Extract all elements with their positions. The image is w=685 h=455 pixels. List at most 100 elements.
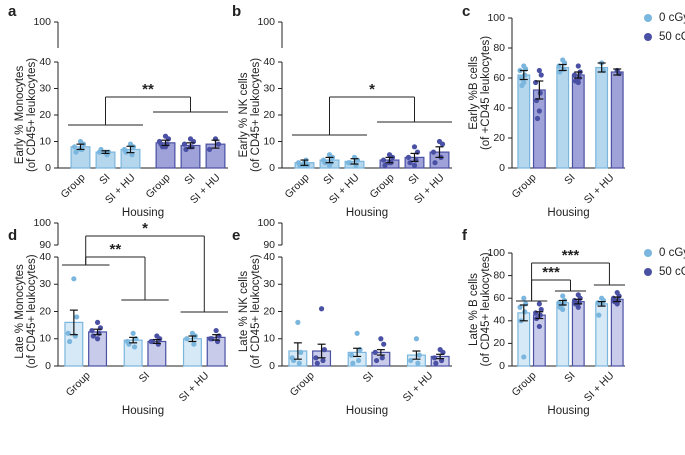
y-tick-label: 90	[263, 239, 275, 251]
bar	[517, 74, 531, 169]
data-point	[596, 312, 602, 318]
data-point	[411, 144, 418, 150]
data-point	[322, 160, 328, 166]
panel: b 0 10 20 30 40 100 Early % NK cells (of CD45+ l…	[232, 3, 452, 219]
data-point	[382, 162, 388, 168]
y-tick-label: 40	[493, 102, 505, 114]
data-point	[348, 352, 355, 358]
significance: **	[110, 241, 122, 258]
data-point	[537, 90, 543, 96]
data-point	[320, 357, 326, 364]
panel-label: f	[462, 227, 468, 244]
data-point	[560, 293, 566, 299]
x-axis-label: Housing	[547, 207, 589, 219]
x-tick-label: SI	[97, 172, 113, 188]
data-point	[430, 149, 437, 155]
y-tick-label: 0	[499, 162, 505, 174]
y-tick-label: 100	[33, 16, 51, 28]
significance: *	[142, 220, 148, 237]
y-tick-label: 100	[33, 217, 51, 229]
y-tick-label: 10	[39, 135, 51, 147]
data-point	[614, 301, 620, 307]
y-tick-label: 40	[263, 56, 275, 68]
panel-label: e	[232, 227, 240, 244]
data-point	[71, 144, 78, 150]
significance: ***	[542, 264, 560, 281]
y-tick-label: 10	[263, 333, 275, 345]
data-point	[381, 341, 387, 347]
data-point	[149, 338, 156, 345]
data-point	[354, 330, 360, 336]
data-point	[538, 306, 544, 313]
y-tick-label: 20	[263, 109, 275, 121]
data-point	[432, 160, 438, 166]
panel: c 0 20 40 60 80 100 Early %B cells (of +CD45 leu…	[462, 3, 685, 219]
data-point	[378, 336, 384, 342]
data-point	[94, 336, 101, 342]
data-point	[440, 349, 446, 355]
y-tick-label: 60	[493, 292, 505, 304]
y-tick-label: 90	[39, 239, 51, 251]
data-point	[123, 149, 129, 155]
data-point	[536, 67, 542, 74]
data-point	[415, 360, 421, 366]
y-tick-label: 0	[269, 360, 275, 372]
x-tick-label: SI	[137, 370, 153, 386]
y-tick-label: 80	[493, 42, 505, 54]
bar	[595, 66, 609, 169]
y-tick-label: 10	[39, 333, 51, 345]
bar	[610, 298, 624, 367]
data-point	[431, 355, 438, 361]
x-tick-label: SI + HU	[401, 370, 436, 405]
y-tick-label: 20	[263, 305, 275, 317]
data-point	[206, 146, 213, 153]
data-point	[298, 349, 304, 355]
y-tick-label: 40	[39, 56, 51, 68]
y-axis-label: (of CD45+ leukocytes)	[250, 254, 262, 368]
data-point	[517, 304, 523, 310]
x-axis-label: Housing	[122, 405, 164, 417]
data-point	[350, 360, 356, 366]
data-point	[571, 72, 578, 78]
x-tick-label: Group	[58, 171, 87, 200]
bar	[556, 302, 570, 367]
data-point	[94, 319, 101, 325]
panel: a 0 10 20 30 40 100 Early % Monocytes (of CD45+ …	[8, 3, 228, 219]
legend-label: 0 cGy	[659, 12, 685, 24]
data-point	[373, 357, 380, 364]
significance: ***	[562, 247, 580, 264]
significance: **	[142, 81, 154, 98]
y-axis-label: Early %B cells	[468, 56, 480, 130]
data-point	[536, 301, 542, 307]
data-point	[408, 357, 414, 364]
legend-label: 50 cGy	[659, 31, 685, 43]
y-tick-label: 30	[263, 82, 275, 94]
y-tick-label: 20	[39, 305, 51, 317]
x-axis-label: Housing	[122, 207, 164, 219]
y-tick-label: 0	[45, 360, 51, 372]
y-axis-label: Late % B cells	[468, 273, 480, 346]
data-point	[130, 330, 136, 336]
panel-label: d	[8, 227, 17, 244]
data-point	[411, 162, 418, 168]
panel-label: c	[462, 3, 470, 20]
y-tick-label: 20	[39, 109, 51, 121]
data-point	[522, 309, 528, 315]
data-point	[191, 341, 197, 347]
data-point	[556, 300, 562, 306]
data-point	[438, 357, 445, 364]
data-point	[405, 154, 412, 160]
x-tick-label: SI	[562, 172, 578, 188]
y-axis-label: (of +CD45 leukocytes)	[480, 36, 492, 150]
x-tick-label: Group	[288, 369, 317, 398]
legend-label: 0 cGy	[659, 247, 685, 259]
panel-label: a	[8, 3, 17, 20]
x-tick-label: SI	[321, 172, 337, 188]
data-point	[326, 162, 333, 168]
y-tick-label: 80	[493, 269, 505, 281]
legend-marker	[644, 33, 652, 41]
legend-marker	[644, 14, 652, 22]
x-tick-label: SI + HU	[177, 370, 212, 405]
y-tick-label: 30	[263, 278, 275, 290]
